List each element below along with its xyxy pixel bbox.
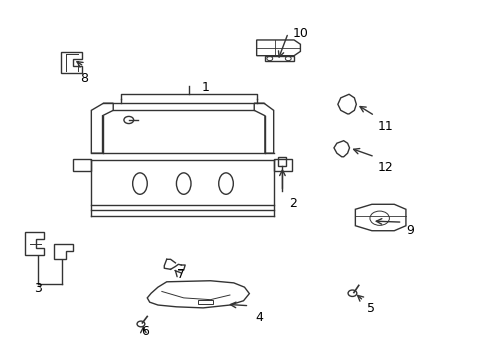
Text: 9: 9 (405, 224, 413, 237)
Text: 4: 4 (255, 311, 263, 324)
Text: 3: 3 (34, 283, 41, 296)
Text: 8: 8 (80, 72, 88, 85)
Text: 7: 7 (177, 268, 185, 281)
Text: 11: 11 (377, 120, 392, 133)
Text: 10: 10 (292, 27, 308, 40)
Text: 5: 5 (366, 302, 374, 315)
Text: 6: 6 (141, 325, 148, 338)
Text: 2: 2 (288, 197, 296, 210)
Text: 1: 1 (201, 81, 209, 94)
Text: 12: 12 (377, 161, 392, 174)
